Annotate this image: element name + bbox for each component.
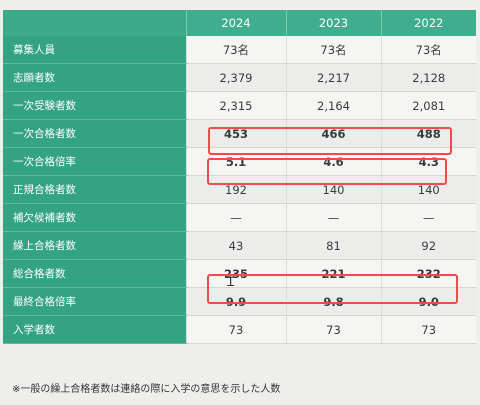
table-row: 一次合格倍率 5.1 4.6 4.3 (3, 147, 476, 176)
table-row: 一次受験者数 2,315 2,164 2,081 (3, 91, 476, 120)
table-row: 入学者数 73 73 73 (3, 315, 476, 344)
table-row: 最終合格倍率 9.9 9.8 9.0 (3, 287, 476, 316)
cell-value: 192 (185, 175, 286, 204)
highlight-total-pass-count (207, 274, 458, 304)
row-label: 募集人員 (3, 36, 186, 64)
footnote: ※一般の繰上合格者数は連絡の際に入学の意思を示した人数 (12, 384, 281, 395)
cell-value: 73 (185, 315, 286, 344)
cell-value: 43 (185, 231, 286, 260)
cell-value: 488 (380, 119, 476, 148)
table-row: 一次合格者数 453 466 488 (3, 119, 476, 148)
row-label: 入学者数 (3, 315, 186, 344)
cell-value: 2,217 (285, 63, 381, 92)
cell-value: — (185, 203, 286, 232)
highlight-first-pass-count (208, 127, 452, 155)
cell-value: 9.9 (185, 287, 286, 316)
row-label: 正規合格者数 (3, 175, 186, 204)
table-row: 総合格者数 235 221 232 (3, 259, 476, 288)
row-label: 最終合格倍率 (3, 287, 186, 316)
cell-value: 73名 (285, 36, 381, 64)
cell-value: 140 (380, 175, 476, 204)
year-header: 2022 (380, 10, 476, 36)
cell-value: 4.3 (380, 147, 476, 176)
cell-value: 2,081 (380, 91, 476, 120)
cell-value: 9.0 (380, 287, 476, 316)
cell-value: — (285, 203, 381, 232)
row-label: 補欠候補者数 (3, 203, 186, 232)
table-row: 繰上合格者数 43 81 92 (3, 231, 476, 260)
cell-value: 453 (185, 119, 286, 148)
cell-value: 232 (380, 259, 476, 288)
row-label: 一次合格倍率 (3, 147, 186, 176)
table-row: 志願者数 2,379 2,217 2,128 (3, 63, 476, 92)
cell-value: 73名 (185, 36, 286, 64)
row-label: 一次合格者数 (3, 119, 186, 148)
cell-value: 73名 (380, 36, 476, 64)
cell-value: 221 (285, 259, 381, 288)
cell-value: 2,379 (185, 63, 286, 92)
row-label: 志願者数 (3, 63, 186, 92)
cell-value: 9.8 (285, 287, 381, 316)
cell-value: — (380, 203, 476, 232)
year-header: 2024 (185, 10, 286, 36)
row-label: 繰上合格者数 (3, 231, 186, 260)
cell-value: 2,128 (380, 63, 476, 92)
cell-value: 81 (285, 231, 381, 260)
cell-value: 2,164 (285, 91, 381, 120)
cell-value: 73 (285, 315, 381, 344)
cell-value: 235 (185, 259, 286, 288)
header-row: 2024 2023 2022 (3, 10, 476, 36)
cell-value: 92 (380, 231, 476, 260)
text-cursor-icon: Ɪ (227, 275, 235, 290)
table-row: 募集人員 73名 73名 73名 (3, 36, 476, 64)
table-row: 補欠候補者数 — — — (3, 203, 476, 232)
highlight-first-pass-ratio (207, 158, 447, 185)
cell-value: 2,315 (185, 91, 286, 120)
row-label: 一次受験者数 (3, 91, 186, 120)
cell-value: 466 (285, 119, 381, 148)
row-label: 総合格者数 (3, 259, 186, 288)
year-header: 2023 (285, 10, 381, 36)
admissions-table: 2024 2023 2022 募集人員 73名 73名 73名 志願者数 2,3… (3, 10, 476, 344)
cell-value: 4.6 (285, 147, 381, 176)
cell-value: 140 (285, 175, 381, 204)
table-row: 正規合格者数 192 140 140 (3, 175, 476, 204)
cell-value: 73 (380, 315, 476, 344)
header-corner (3, 10, 186, 36)
